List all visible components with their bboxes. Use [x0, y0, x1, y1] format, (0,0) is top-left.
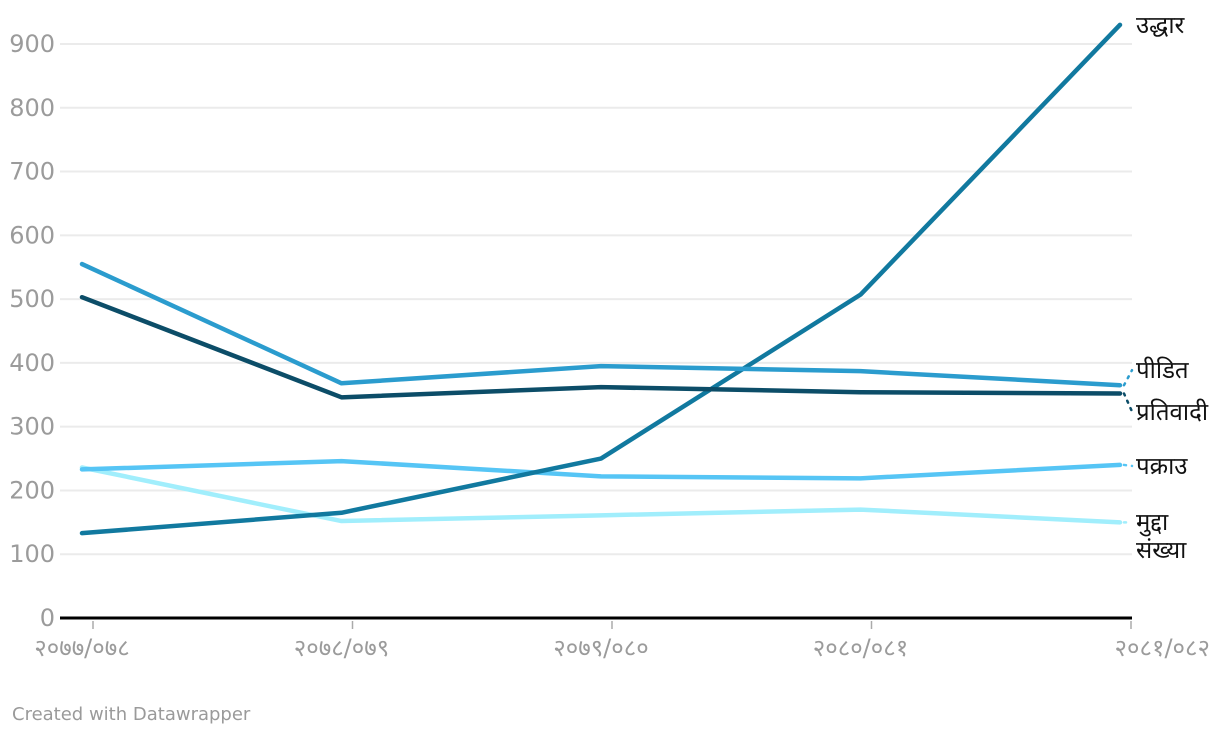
y-axis-tick-label: 600 [9, 221, 55, 249]
x-axis-tick-label: २०८१/०८२ [1115, 634, 1210, 662]
label-leader-line [1122, 392, 1134, 413]
datawrapper-credit: Created with Datawrapper [12, 704, 251, 725]
series-line-उद्धार [79, 22, 1123, 536]
series-label-उद्धार: उद्धार [1136, 10, 1185, 39]
series-label-पक्राउ: पक्राउ [1136, 451, 1188, 480]
label-leader-line [1122, 368, 1134, 387]
series-line-पक्राउ [79, 458, 1123, 481]
series-label-मुद्दा संख्या: मुद्दा संख्या [1136, 508, 1187, 565]
x-axis-tick-label: २०७८/०७९ [294, 634, 389, 662]
series-label-प्रतिवादी: प्रतिवादी [1136, 397, 1209, 426]
y-axis-tick-label: 900 [9, 30, 55, 58]
y-axis-tick-label: 500 [9, 285, 55, 313]
x-axis-tick-label: २०८०/०८१ [813, 634, 908, 662]
y-axis-tick-label: 400 [9, 349, 55, 377]
line-chart: 0 100 200 300 400 500 600 700 800 900 २०७७/०७८ २०७८… [9, 22, 1210, 662]
x-axis-tick-label: २०७७/०७८ [34, 634, 129, 662]
y-axis-tick-label: 100 [9, 540, 55, 568]
series-line-प्रतिवादी [79, 294, 1123, 400]
y-axis-tick-label: 0 [40, 604, 55, 632]
x-axis-tick-label: २०७९/०८० [553, 634, 648, 662]
series-line-पीडित [79, 261, 1123, 388]
series-label-पीडित: पीडित [1136, 356, 1189, 385]
y-axis-tick-label: 800 [9, 94, 55, 122]
y-axis-tick-label: 300 [9, 413, 55, 441]
series-line-मुद्दा संख्या [79, 465, 1123, 525]
label-leader-line [1122, 463, 1134, 468]
y-axis-tick-label: 200 [9, 476, 55, 504]
y-axis-tick-label: 700 [9, 158, 55, 186]
